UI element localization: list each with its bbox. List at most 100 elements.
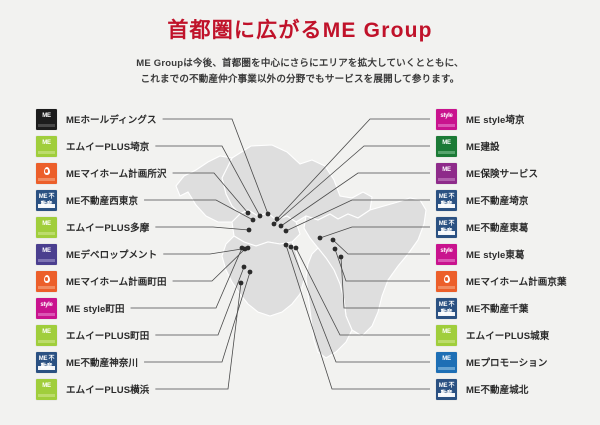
- connector-line: [332, 239, 430, 255]
- company-name-label: ME不動産神奈川: [66, 358, 139, 369]
- company-list-item[interactable]: ME ME建設: [436, 135, 500, 157]
- location-dot[interactable]: [257, 213, 263, 219]
- company-name-label: ME不動産千葉: [466, 304, 529, 315]
- logo-wordmark: ME: [442, 166, 451, 173]
- logo-underbar: [38, 204, 55, 208]
- logo-tagline: [438, 340, 455, 343]
- logo-wordmark: style: [440, 112, 453, 119]
- company-list-item[interactable]: ME エムイーPLUS城東: [436, 324, 549, 346]
- company-list-item[interactable]: MEマイホーム計画京葉: [436, 270, 567, 292]
- map-region-gunma-tochigi: [221, 144, 373, 223]
- map-region-saitama-west: [175, 155, 241, 223]
- company-list-item[interactable]: style ME style町田: [36, 297, 125, 319]
- company-name-label: ME style町田: [66, 304, 125, 315]
- company-list-item[interactable]: ME エムイーPLUS埼京: [36, 135, 149, 157]
- company-list-item[interactable]: ME 不動産 ME不動産千葉: [436, 297, 528, 319]
- company-list-item[interactable]: style ME style東葛: [436, 243, 525, 265]
- connector-line: [285, 199, 430, 232]
- logo-tagline: [38, 313, 55, 316]
- company-list-item[interactable]: style ME style埼京: [436, 108, 525, 130]
- company-list-item[interactable]: ME ME保険サービス: [436, 162, 538, 184]
- me-style-tokatsu-logo: style: [436, 243, 457, 265]
- logo-underbar: [438, 204, 455, 208]
- location-dot[interactable]: [238, 280, 244, 286]
- me-style-saikyo-logo: style: [436, 108, 457, 130]
- me-plus-machida-logo: ME: [36, 324, 57, 346]
- location-dot[interactable]: [283, 242, 289, 248]
- company-name-label: MEマイホーム計画所沢: [66, 169, 167, 180]
- location-dot[interactable]: [278, 223, 284, 229]
- location-dot[interactable]: [245, 210, 251, 216]
- company-list-item[interactable]: ME 不動産 ME不動産東葛: [436, 216, 528, 238]
- me-myhome-keiyo-logo: [436, 270, 457, 292]
- connector-line: [340, 256, 430, 309]
- connector-line: [172, 172, 249, 214]
- company-list-item[interactable]: ME エムイーPLUS横浜: [36, 378, 149, 400]
- connector-line: [163, 247, 249, 255]
- company-list-item[interactable]: ME エムイーPLUS町田: [36, 324, 149, 346]
- company-list-item[interactable]: ME 不動産 ME不動産神奈川: [36, 351, 138, 373]
- me-fudosan-saikyo-logo: ME 不動産: [436, 189, 457, 211]
- company-name-label: ME保険サービス: [466, 169, 539, 180]
- location-dot[interactable]: [246, 227, 252, 233]
- company-list-item[interactable]: ME 不動産 ME不動産西東京: [36, 189, 138, 211]
- me-promotion-logo: ME: [436, 351, 457, 373]
- connector-line: [144, 271, 251, 363]
- location-dot[interactable]: [332, 246, 338, 252]
- location-dot[interactable]: [265, 211, 271, 217]
- location-dot[interactable]: [247, 269, 253, 275]
- me-style-machida-logo: style: [36, 297, 57, 319]
- company-list-item[interactable]: MEマイホーム計画所沢: [36, 162, 167, 184]
- company-list-item[interactable]: ME 不動産 ME不動産城北: [436, 378, 528, 400]
- location-dot[interactable]: [241, 264, 247, 270]
- me-plus-saikyo-logo: ME: [36, 135, 57, 157]
- company-list-item[interactable]: ME MEホールディングス: [36, 108, 157, 130]
- company-list-item[interactable]: ME エムイーPLUS多摩: [36, 216, 149, 238]
- location-dot[interactable]: [250, 217, 256, 223]
- logo-wordmark: ME: [442, 139, 451, 146]
- location-dot[interactable]: [338, 254, 344, 260]
- connector-line: [162, 118, 269, 215]
- company-list-item[interactable]: ME MEプロモーション: [436, 351, 547, 373]
- company-name-label: エムイーPLUS埼京: [66, 142, 150, 153]
- connector-line: [172, 248, 246, 282]
- logo-underbar: [38, 366, 55, 370]
- location-dot[interactable]: [283, 228, 289, 234]
- company-name-label: エムイーPLUS横浜: [66, 385, 150, 396]
- logo-tagline: [38, 232, 55, 235]
- location-dot[interactable]: [317, 235, 323, 241]
- logo-tagline: [38, 340, 55, 343]
- connector-line: [155, 266, 245, 336]
- connector-line: [155, 282, 242, 390]
- me-hoken-service-logo: ME: [436, 162, 457, 184]
- me-fudosan-kanagawa-logo: ME 不動産: [36, 351, 57, 373]
- location-dot[interactable]: [274, 216, 280, 222]
- company-name-label: ME style東葛: [466, 250, 525, 261]
- logo-wordmark: ME: [42, 382, 51, 389]
- droplet-icon: [443, 274, 450, 283]
- company-name-label: MEデベロップメント: [66, 250, 158, 261]
- company-name-label: MEマイホーム計画京葉: [466, 277, 567, 288]
- logo-wordmark: ME: [42, 247, 51, 254]
- company-list-item[interactable]: ME 不動産 ME不動産埼京: [436, 189, 528, 211]
- location-dot[interactable]: [271, 221, 277, 227]
- logo-underbar: [438, 312, 455, 316]
- company-list-item[interactable]: MEマイホーム計画町田: [36, 270, 167, 292]
- location-dot[interactable]: [330, 237, 336, 243]
- location-dot[interactable]: [239, 245, 245, 251]
- logo-tagline: [38, 178, 55, 181]
- company-name-label: ME不動産西東京: [66, 196, 139, 207]
- connector-line: [295, 247, 430, 336]
- logo-tagline: [438, 178, 455, 181]
- location-dots: [238, 210, 344, 286]
- logo-tagline: [38, 124, 55, 127]
- logo-tagline: [438, 259, 455, 262]
- me-fudosan-nishitokyo-logo: ME 不動産: [36, 189, 57, 211]
- location-dot[interactable]: [288, 244, 294, 250]
- logo-tagline: [438, 151, 455, 154]
- location-dot[interactable]: [293, 245, 299, 251]
- logo-tagline: [438, 286, 455, 289]
- logo-wordmark: ME: [42, 112, 51, 119]
- company-list-item[interactable]: ME MEデベロップメント: [36, 243, 157, 265]
